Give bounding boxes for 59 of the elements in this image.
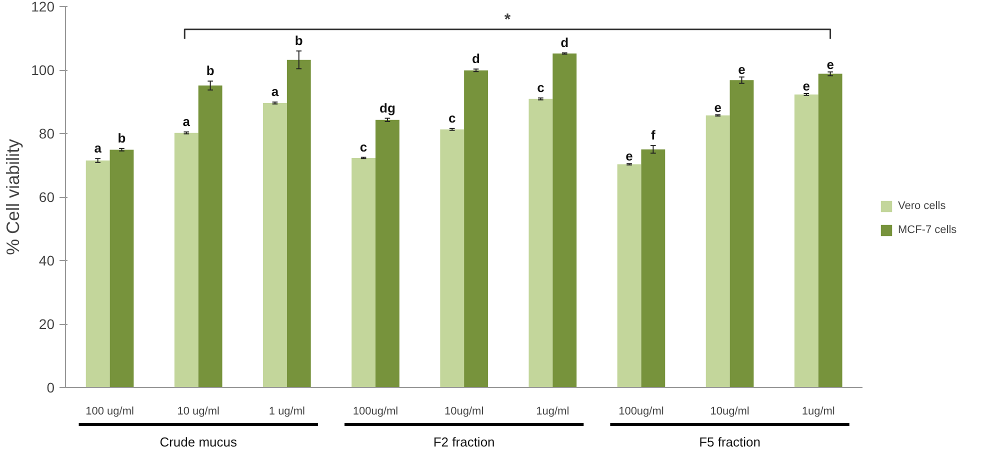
data-label: f (651, 128, 656, 143)
y-tick-label: 100 (31, 62, 55, 78)
data-label: b (294, 32, 303, 48)
y-tick-label: 60 (38, 189, 55, 205)
legend-label: MCF-7 cells (898, 224, 957, 236)
bar (86, 160, 110, 388)
text: Crude mucus (160, 434, 238, 450)
data-label: e (826, 56, 834, 72)
y-tick-label: 0 (46, 380, 55, 396)
data-label: e (738, 62, 746, 77)
bar (528, 98, 553, 388)
data-label: e (714, 100, 722, 115)
y-tick-label: 20 (38, 316, 55, 332)
text: F5 fraction (699, 434, 760, 450)
bar (641, 149, 666, 388)
x-tick-label: 10ug/ml (710, 406, 750, 418)
y-tick-label: 120 (31, 0, 55, 14)
bar (794, 94, 818, 388)
bar (198, 86, 222, 388)
annotation: * (504, 11, 512, 28)
bar (110, 150, 134, 388)
bar (730, 80, 754, 388)
bar (617, 164, 642, 388)
x-tick-label: 10ug/ml (444, 406, 484, 418)
data-label: dg (380, 100, 396, 116)
x-tick-label: 1ug/ml (536, 406, 570, 418)
bar (706, 115, 730, 388)
bar (376, 120, 400, 388)
data-label: d (472, 51, 480, 66)
data-label: e (802, 78, 810, 94)
bar (440, 129, 464, 388)
x-tick-label: 100 ug/ml (86, 406, 134, 418)
data-label: c (360, 139, 368, 154)
x-tick-label: 100ug/ml (618, 406, 664, 418)
y-tick-label: 80 (38, 126, 55, 142)
bar (352, 158, 376, 388)
x-tick-label: 10 ug/ml (177, 406, 220, 418)
x-tick-label: 100ug/ml (352, 406, 398, 418)
data-label: d (560, 34, 569, 50)
data-label: a (94, 140, 102, 156)
data-label: b (118, 130, 126, 146)
data-label: a (271, 84, 280, 100)
data-label: b (206, 63, 214, 78)
data-label: a (182, 114, 191, 129)
bar (464, 70, 488, 388)
text: F2 fraction (433, 434, 495, 450)
y-axis-title: % Cell viability (3, 138, 24, 256)
bar (818, 74, 842, 388)
bar (552, 53, 577, 388)
x-tick-label: 1 ug/ml (268, 406, 305, 418)
x-tick-label: 1ug/ml (802, 406, 835, 418)
y-tick-label: 40 (38, 252, 55, 268)
legend-label: Vero cells (898, 200, 946, 212)
data-label: c (537, 80, 544, 95)
data-label: e (626, 148, 633, 164)
bar (263, 103, 287, 388)
bar (286, 60, 311, 388)
bar (174, 132, 198, 388)
data-label: c (448, 110, 456, 126)
